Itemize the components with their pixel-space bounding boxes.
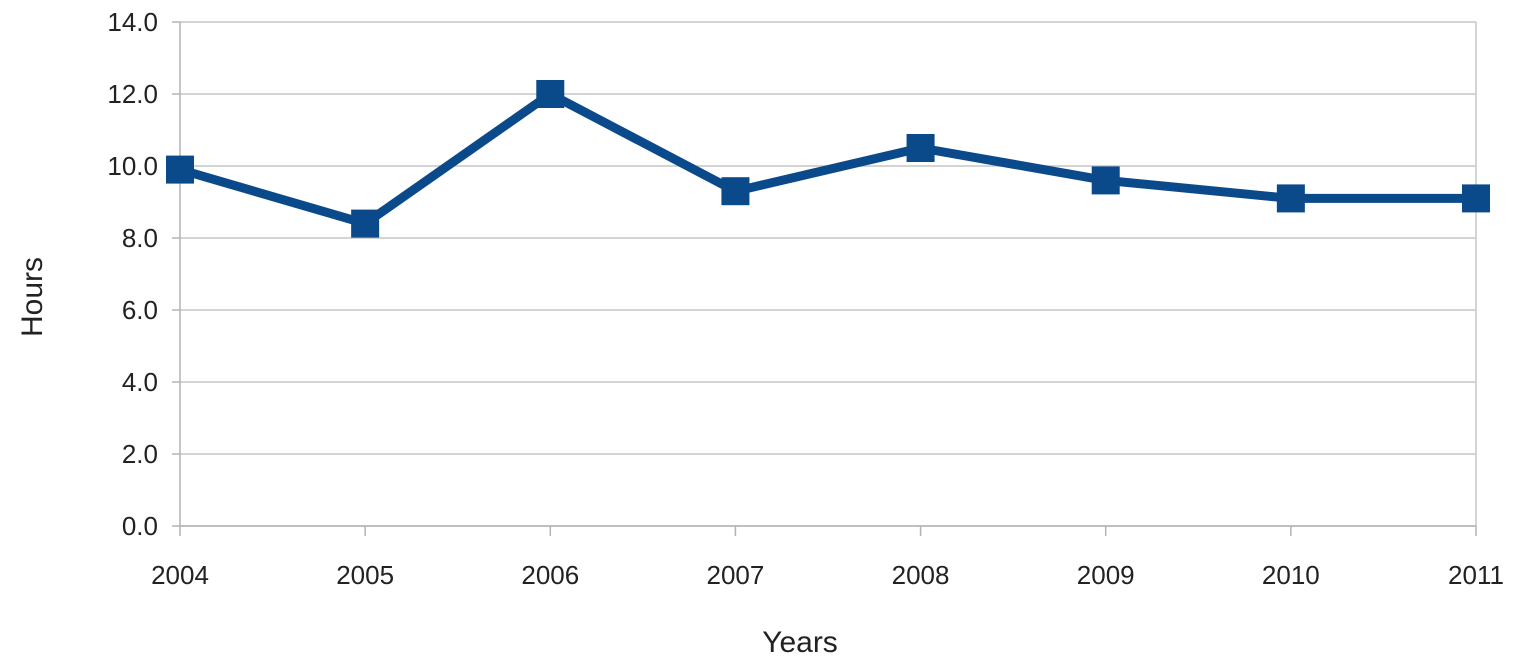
axes (179, 22, 1476, 527)
y-tick-label: 6.0 (122, 295, 158, 325)
data-point (536, 80, 565, 108)
x-tick-label: 2007 (707, 560, 765, 590)
data-point (351, 209, 380, 238)
data-point (1091, 166, 1120, 195)
x-tick-label: 2009 (1077, 560, 1135, 590)
y-tick-label: 14.0 (107, 7, 158, 37)
x-tick-label: 2011 (1448, 560, 1504, 590)
data-point (906, 134, 935, 162)
x-tick-label: 2006 (521, 560, 579, 590)
x-tick-label: 2005 (336, 560, 394, 590)
data-point (166, 155, 194, 184)
data-point (1462, 184, 1490, 213)
y-tick-label: 0.0 (122, 511, 158, 541)
x-tick-labels: 2004 2005 2006 2007 2008 2009 2010 2011 (151, 560, 1504, 590)
x-tick-label: 2010 (1262, 560, 1320, 590)
series-layer (166, 80, 1490, 238)
x-tick-label: 2008 (892, 560, 950, 590)
y-tick-label: 4.0 (122, 367, 158, 397)
y-tick-label: 12.0 (107, 79, 158, 109)
data-point (1276, 184, 1305, 213)
y-tick-label: 2.0 (122, 439, 158, 469)
y-axis-title: Hours (16, 257, 49, 337)
x-axis-title: Years (762, 626, 838, 659)
y-tick-label: 8.0 (122, 223, 158, 253)
series-line-0 (175, 89, 1481, 229)
data-point (721, 177, 750, 206)
grid-lines (172, 21, 1477, 536)
y-tick-labels: 0.0 2.0 4.0 6.0 8.0 10.0 12.0 14.0 (107, 7, 158, 541)
x-tick-label: 2004 (151, 560, 209, 590)
y-tick-label: 10.0 (107, 151, 158, 181)
